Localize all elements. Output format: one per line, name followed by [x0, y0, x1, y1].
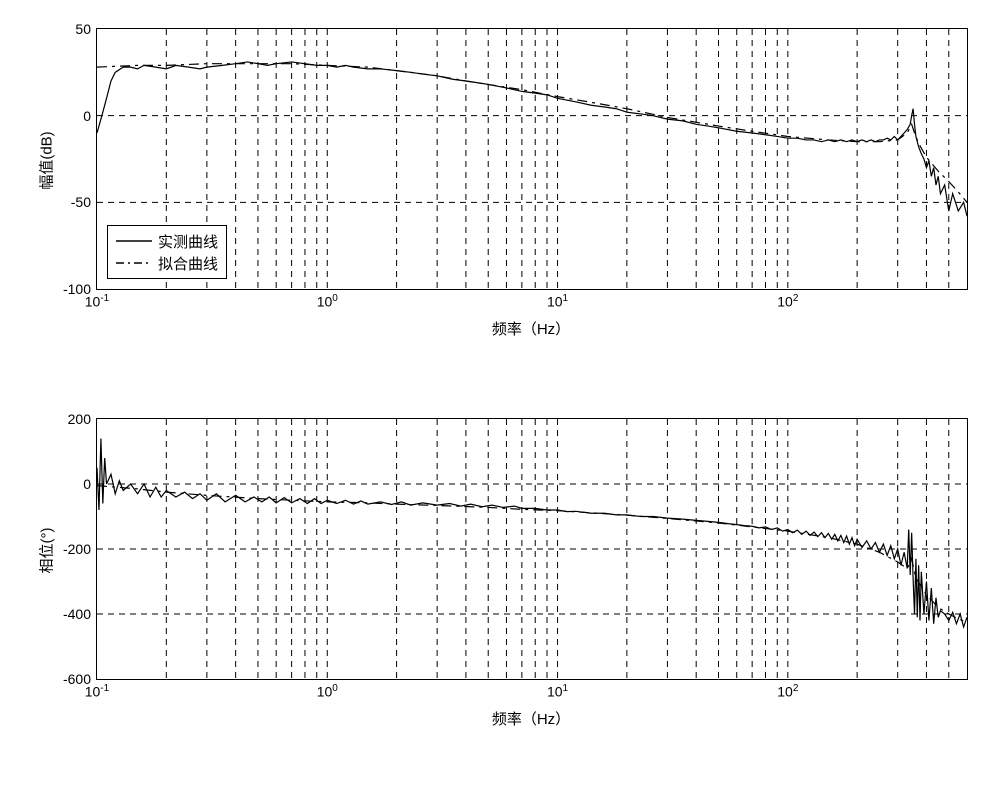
magnitude-series: [97, 64, 967, 203]
legend: 实测曲线 拟合曲线: [107, 225, 227, 279]
phase-xlabel: 频率（Hz）: [96, 708, 966, 729]
magnitude-panel: 幅值(dB) 实测曲线 拟合曲线 -100-5005010-1100101102: [10, 20, 990, 350]
magnitude-series: [97, 62, 967, 216]
phase-series: [97, 486, 967, 623]
magnitude-xlabel: 频率（Hz）: [96, 318, 966, 339]
xtick-label: 10-1: [85, 293, 109, 310]
xtick-label: 10-1: [85, 683, 109, 700]
phase-plot: -600-400-200020010-1100101102: [96, 418, 968, 680]
xtick-label: 102: [777, 293, 798, 310]
ytick-label: 50: [75, 21, 91, 37]
xtick-label: 101: [547, 683, 568, 700]
legend-item-measured: 实测曲线: [116, 230, 218, 252]
phase-series: [97, 439, 967, 628]
legend-label-fitted: 拟合曲线: [158, 253, 218, 274]
legend-label-measured: 实测曲线: [158, 231, 218, 252]
xtick-label: 100: [317, 683, 338, 700]
ytick-label: -50: [71, 194, 91, 210]
xtick-label: 102: [777, 683, 798, 700]
ytick-label: -200: [63, 541, 91, 557]
phase-svg: [97, 419, 967, 679]
magnitude-ylabel: 幅值(dB): [36, 111, 57, 211]
magnitude-plot: 实测曲线 拟合曲线 -100-5005010-1100101102: [96, 28, 968, 290]
legend-item-fitted: 拟合曲线: [116, 252, 218, 274]
legend-line-fitted: [116, 255, 152, 271]
xtick-label: 101: [547, 293, 568, 310]
bode-figure: 幅值(dB) 实测曲线 拟合曲线 -100-5005010-1100101102: [10, 10, 990, 779]
phase-ylabel: 相位(°): [36, 501, 57, 601]
legend-line-measured: [116, 233, 152, 249]
xtick-label: 100: [317, 293, 338, 310]
magnitude-svg: [97, 29, 967, 289]
ytick-label: 0: [83, 476, 91, 492]
ytick-label: 200: [68, 411, 91, 427]
ytick-label: -400: [63, 606, 91, 622]
phase-panel: 相位(°) -600-400-200020010-1100101102 频率（H…: [10, 410, 990, 740]
ytick-label: 0: [83, 108, 91, 124]
